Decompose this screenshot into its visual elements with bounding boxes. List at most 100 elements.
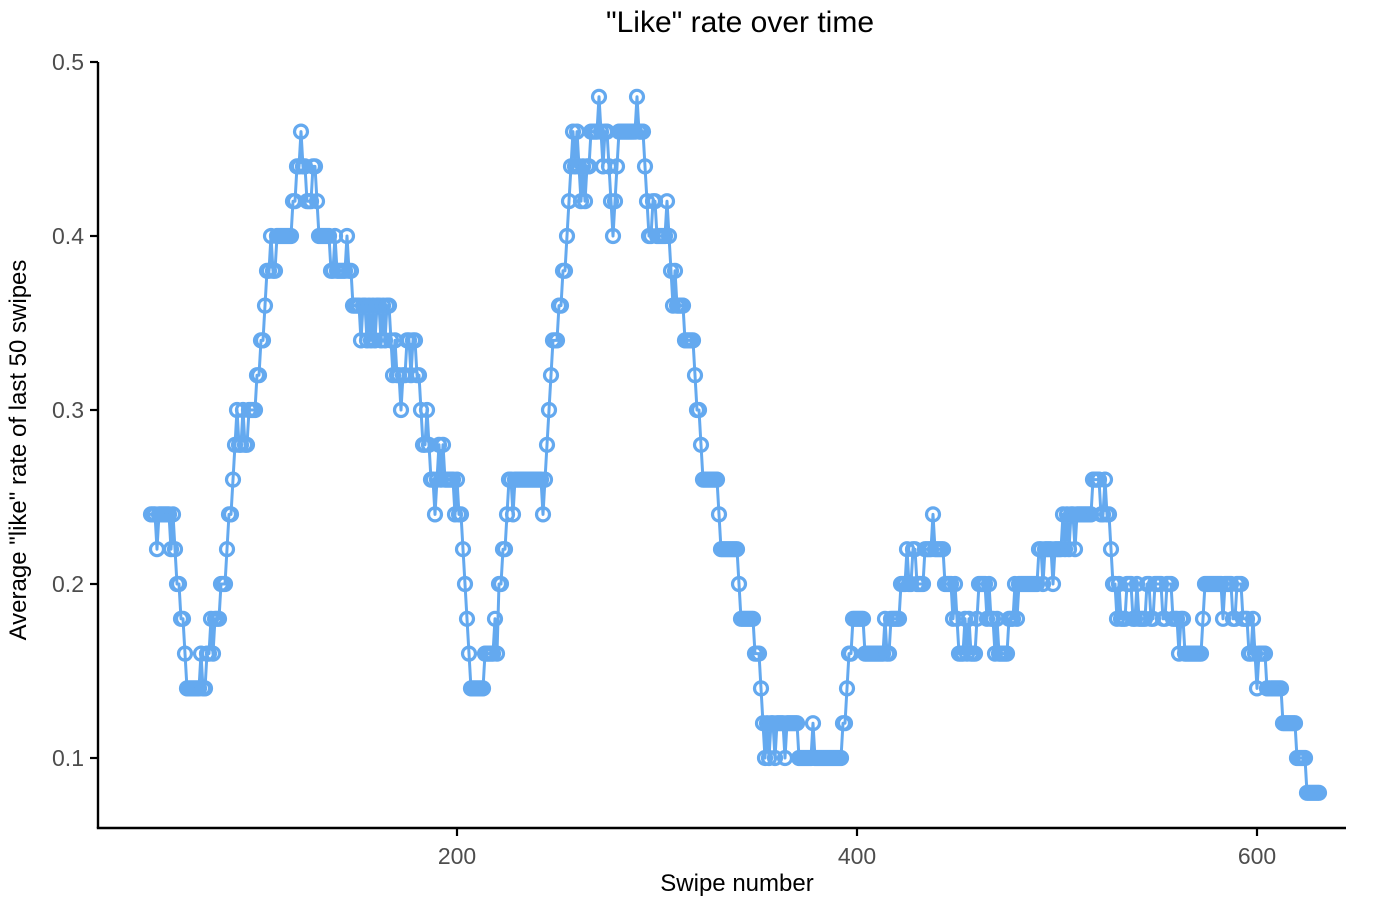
data-point-marker — [674, 297, 692, 314]
data-point-marker — [750, 645, 768, 662]
data-point-marker — [496, 541, 514, 558]
data-point-marker — [608, 158, 626, 175]
data-point-marker — [534, 506, 552, 523]
data-point-marker — [540, 401, 558, 419]
data-point-marker — [460, 645, 478, 662]
data-point-marker — [238, 436, 256, 453]
data-point-marker — [266, 262, 284, 279]
data-point-marker — [1060, 541, 1078, 558]
data-point-marker — [492, 575, 510, 593]
data-point-marker — [342, 262, 360, 279]
data-point-marker — [164, 506, 182, 523]
data-point-marker — [686, 367, 704, 384]
data-point-marker — [728, 541, 746, 558]
data-point-marker — [426, 506, 444, 523]
data-point-marker — [692, 436, 710, 453]
data-point-marker — [222, 506, 240, 523]
data-point-marker — [1244, 610, 1262, 627]
data-point-marker — [752, 680, 770, 697]
data-point-marker — [1100, 506, 1118, 523]
data-point-marker — [684, 332, 702, 349]
data-point-marker — [854, 610, 872, 627]
data-point-marker — [412, 401, 430, 419]
data-point-marker — [1222, 575, 1240, 593]
data-point-marker — [174, 610, 192, 627]
data-point-marker — [1066, 541, 1084, 558]
data-point-marker — [216, 575, 234, 593]
data-point-marker — [292, 123, 310, 140]
data-point-marker — [606, 193, 624, 210]
data-point-marker — [504, 506, 522, 523]
data-point-marker — [788, 715, 806, 732]
data-point-marker — [628, 88, 646, 105]
data-point-marker — [474, 680, 492, 697]
y-tick-label: 0.3 — [52, 397, 84, 423]
data-point-marker — [1162, 575, 1180, 593]
data-point-marker — [690, 401, 708, 419]
x-tick-label: 200 — [438, 843, 476, 869]
data-point-marker — [804, 715, 822, 732]
data-point-marker — [538, 436, 556, 453]
data-point-marker — [966, 645, 984, 662]
data-point-marker — [1096, 471, 1114, 488]
data-point-marker — [880, 645, 898, 662]
data-point-marker — [634, 123, 652, 140]
data-point-marker — [488, 645, 506, 662]
axes: 0.1 0.2 0.3 0.4 0.5 200 400 600 — [52, 49, 1346, 869]
data-point-marker — [558, 227, 576, 245]
data-point-marker — [576, 193, 594, 210]
data-point-marker — [1272, 680, 1290, 697]
data-point-marker — [176, 645, 194, 662]
data-point-marker — [392, 401, 410, 419]
data-point-marker — [1232, 575, 1250, 593]
y-axis-title: Average "like" rate of last 50 swipes — [5, 260, 32, 641]
data-point-marker — [306, 158, 324, 175]
data-point-marker — [1310, 784, 1328, 801]
data-point-marker — [458, 610, 476, 627]
data-point-marker — [1034, 575, 1052, 593]
data-point-marker — [1256, 645, 1274, 662]
data-point-marker — [1136, 610, 1154, 627]
data-point-marker — [552, 297, 570, 314]
data-point-marker — [454, 541, 472, 558]
data-point-marker — [196, 680, 214, 697]
like-rate-line — [149, 95, 1321, 795]
data-point-marker — [1296, 749, 1314, 767]
data-point-marker — [376, 332, 394, 349]
data-point-marker — [250, 367, 268, 384]
data-point-marker — [1194, 610, 1212, 627]
data-point-marker — [418, 401, 436, 419]
data-point-marker — [766, 749, 784, 767]
data-point-marker — [452, 506, 470, 523]
data-point-marker — [1192, 645, 1210, 662]
data-point-marker — [1044, 575, 1062, 593]
data-point-marker — [366, 332, 384, 349]
data-point-marker — [254, 332, 272, 349]
data-point-marker — [170, 575, 188, 593]
data-point-marker — [890, 610, 908, 627]
data-point-marker — [638, 193, 656, 210]
data-point-marker — [1238, 610, 1256, 627]
data-point-marker — [658, 193, 676, 210]
data-point-marker — [556, 262, 574, 279]
data-point-marker — [204, 645, 222, 662]
data-point-marker — [708, 471, 726, 488]
data-point-marker — [548, 332, 566, 349]
data-point-marker — [836, 715, 854, 732]
data-point-marker — [456, 575, 474, 593]
data-point-marker — [320, 227, 338, 245]
data-point-marker — [660, 227, 678, 245]
data-point-marker — [838, 680, 856, 697]
data-point-marker — [256, 297, 274, 314]
data-point-marker — [1008, 610, 1026, 627]
data-point-marker — [434, 436, 452, 453]
x-tick-label: 400 — [838, 843, 876, 869]
data-point-marker — [536, 471, 554, 488]
data-point-marker — [760, 749, 778, 767]
data-point-marker — [636, 158, 654, 175]
data-point-marker — [1028, 575, 1046, 593]
x-tick-label: 600 — [1238, 843, 1276, 869]
data-point-marker — [218, 541, 236, 558]
